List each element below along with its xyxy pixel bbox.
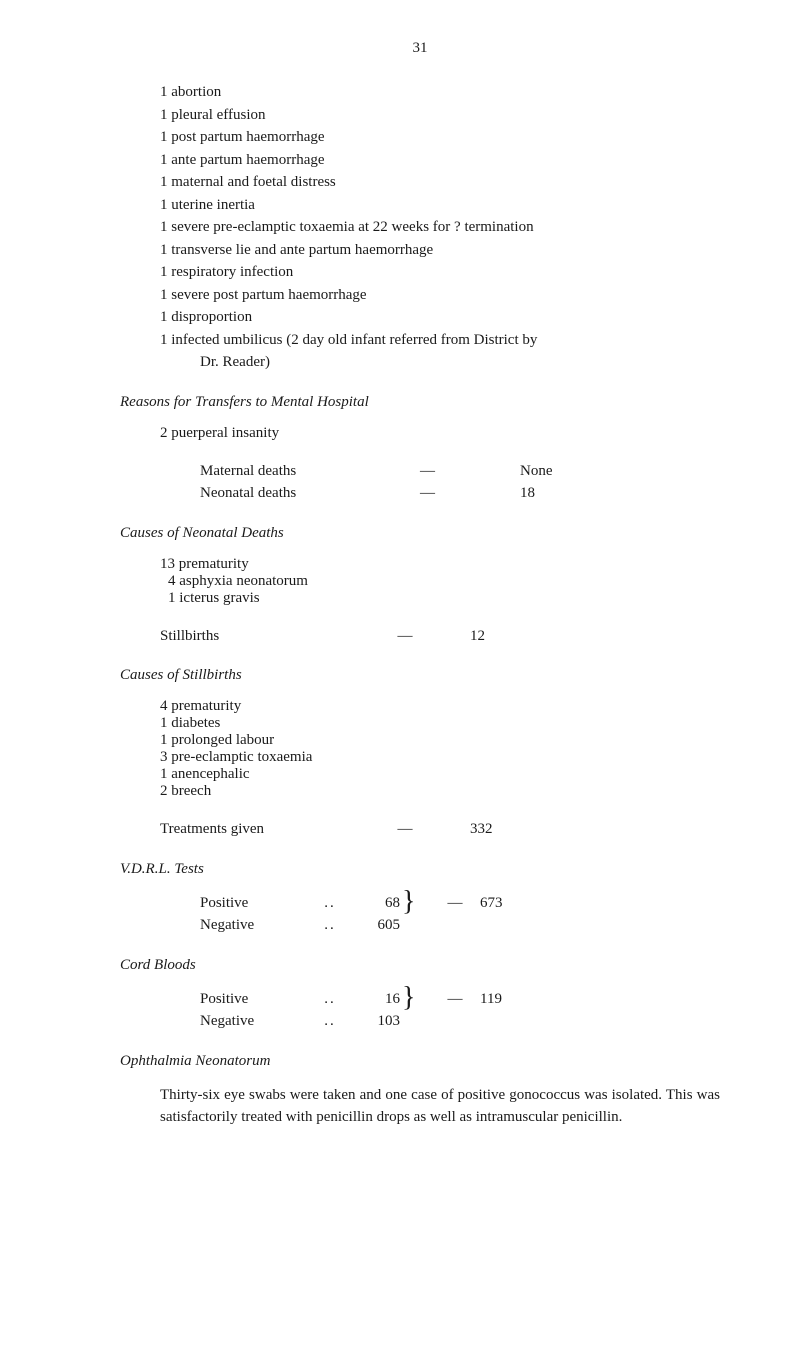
list-item: 1 uterine inertia: [160, 194, 720, 217]
list-item: 4 asphyxia neonatorum: [160, 573, 720, 590]
section-heading-neonatal-causes: Causes of Neonatal Deaths: [120, 525, 720, 542]
brace-cell: [400, 1010, 430, 1033]
ophthalmia-paragraph: Thirty-six eye swabs were taken and one …: [160, 1084, 720, 1129]
text-line: 2 puerperal insanity: [160, 425, 279, 441]
dots: ..: [310, 1010, 350, 1033]
row-value: None: [520, 460, 620, 483]
cord-table: Positive .. 16 } — 119 Negative .. 103: [160, 988, 720, 1033]
neonatal-causes-list: 13 prematurity 4 asphyxia neonatorum 1 i…: [160, 556, 720, 607]
row-dash: [430, 1010, 480, 1033]
row-label: Stillbirths: [160, 625, 340, 648]
row-total: 673: [480, 892, 540, 915]
list-item: 1 severe pre-eclamptic toxaemia at 22 we…: [160, 216, 720, 239]
row-label: Maternal deaths: [200, 460, 420, 483]
table-row: Neonatal deaths — 18: [200, 482, 720, 505]
list-item: 1 abortion: [160, 81, 720, 104]
list-item: 1 maternal and foetal distress: [160, 171, 720, 194]
row-value: 332: [470, 818, 530, 841]
table-row: Positive .. 16 } — 119: [200, 988, 720, 1011]
row-label: Treatments given: [160, 818, 340, 841]
maternal-neonatal-table: Maternal deaths — None Neonatal deaths —…: [200, 460, 720, 505]
list-item: 1 severe post partum haemorrhage: [160, 284, 720, 307]
list-item: 1 infected umbilicus (2 day old infant r…: [160, 329, 720, 352]
puerperal-block: 2 puerperal insanity: [160, 425, 720, 442]
page-number: 31: [120, 40, 720, 57]
row-label: Negative: [200, 1010, 310, 1033]
brace-icon: }: [402, 984, 415, 1012]
row-dash: —: [430, 988, 480, 1011]
row-dash: [430, 914, 480, 937]
row-total: [480, 914, 540, 937]
list-item: 1 anencephalic: [160, 766, 720, 783]
brace-icon: }: [402, 888, 415, 916]
row-dash: —: [420, 460, 520, 483]
row-label: Negative: [200, 914, 310, 937]
table-row: Negative .. 605: [200, 914, 720, 937]
row-dash: —: [340, 625, 470, 648]
list-item: 1 pleural effusion: [160, 104, 720, 127]
brace-cell: }: [400, 892, 430, 915]
dots: ..: [310, 988, 350, 1011]
list-item-continuation: Dr. Reader): [200, 351, 720, 374]
row-label: Positive: [200, 892, 310, 915]
row-value: 68: [350, 892, 400, 915]
row-dash: —: [430, 892, 480, 915]
section-heading-cord: Cord Bloods: [120, 957, 720, 974]
dots: ..: [310, 914, 350, 937]
brace-cell: [400, 914, 430, 937]
row-dash: —: [340, 818, 470, 841]
stillbirths-row: Stillbirths — 12: [160, 625, 720, 648]
table-row: Positive .. 68 } — 673: [200, 892, 720, 915]
dots: ..: [310, 892, 350, 915]
row-value: 12: [470, 625, 530, 648]
row-label: Positive: [200, 988, 310, 1011]
row-label: Neonatal deaths: [200, 482, 420, 505]
vdrl-table: Positive .. 68 } — 673 Negative .. 605: [160, 892, 720, 937]
row-value: 103: [350, 1010, 400, 1033]
list-item: 1 icterus gravis: [160, 590, 720, 607]
row-value: 16: [350, 988, 400, 1011]
table-row: Maternal deaths — None: [200, 460, 720, 483]
row-value: 605: [350, 914, 400, 937]
stillbirth-causes-list: 4 prematurity 1 diabetes 1 prolonged lab…: [160, 698, 720, 800]
section-heading-stillbirth-causes: Causes of Stillbirths: [120, 667, 720, 684]
row-total: [480, 1010, 540, 1033]
treatments-row: Treatments given — 332: [160, 818, 720, 841]
table-row: Negative .. 103: [200, 1010, 720, 1033]
list-item: 1 ante partum haemorrhage: [160, 149, 720, 172]
list-item: 3 pre-eclamptic toxaemia: [160, 749, 720, 766]
list-item: 1 disproportion: [160, 306, 720, 329]
list-item: 1 post partum haemorrhage: [160, 126, 720, 149]
list-item: 1 prolonged labour: [160, 732, 720, 749]
list-item: 13 prematurity: [160, 556, 720, 573]
document-page: 31 1 abortion 1 pleural effusion 1 post …: [0, 0, 800, 1189]
row-value: 18: [520, 482, 620, 505]
list-item: 1 respiratory infection: [160, 261, 720, 284]
row-dash: —: [420, 482, 520, 505]
list-item: 2 breech: [160, 783, 720, 800]
row-total: 119: [480, 988, 540, 1011]
section-heading-reasons: Reasons for Transfers to Mental Hospital: [120, 394, 720, 411]
list-item: 4 prematurity: [160, 698, 720, 715]
conditions-list: 1 abortion 1 pleural effusion 1 post par…: [160, 81, 720, 374]
list-item: 1 transverse lie and ante partum haemorr…: [160, 239, 720, 262]
list-item: 1 diabetes: [160, 715, 720, 732]
section-heading-ophthalmia: Ophthalmia Neonatorum: [120, 1053, 720, 1070]
section-heading-vdrl: V.D.R.L. Tests: [120, 861, 720, 878]
brace-cell: }: [400, 988, 430, 1011]
